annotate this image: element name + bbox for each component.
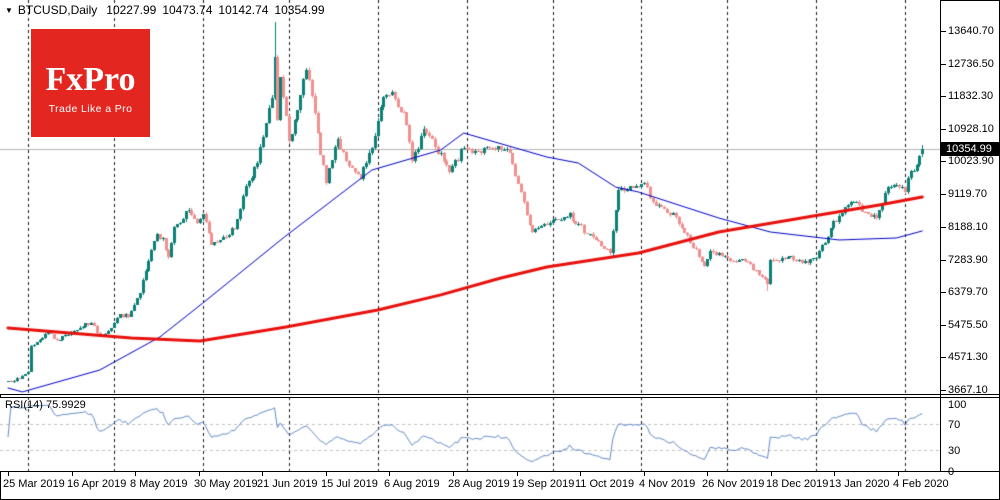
price-axis-label: 6379.70 [948,286,988,298]
price-axis-label: 13640.70 [948,25,994,37]
ohlc-close: 10354.99 [274,3,325,17]
time-tick [135,472,136,476]
time-axis-label: 25 Mar 2019 [3,478,65,490]
fxpro-logo: FxPro Trade Like a Pro [31,29,150,137]
ohlc-low: 10142.74 [218,3,269,17]
rsi-pane-bottom-border [0,471,1000,472]
price-tick [941,194,946,195]
time-tick [834,472,835,476]
price-tick [941,390,946,391]
rsi-indicator-canvas[interactable] [0,397,940,471]
time-axis-label: 21 Jun 2019 [257,478,318,490]
rsi-axis-label: 70 [948,419,961,431]
time-axis-label: 8 May 2019 [130,478,188,490]
price-axis-label: 10928.10 [948,123,994,135]
time-axis-label: 30 May 2019 [194,478,258,490]
time-axis-label: 18 Dec 2019 [766,478,829,490]
ohlc-open: 10227.99 [106,3,157,17]
price-tick [941,260,946,261]
current-price-tag: 10354.99 [941,142,999,156]
price-axis-label: 7283.90 [948,254,988,266]
rsi-axis-label: 0 [948,466,955,478]
time-tick [644,472,645,476]
time-axis-label: 4 Nov 2019 [639,478,696,490]
ohlc-high: 10473.74 [162,3,213,17]
chart-title: ▼ BTCUSD,Daily 10227.99 10473.74 10142.74 103… [5,3,331,17]
price-tick [941,227,946,228]
price-axis-label: 11832.30 [948,90,994,102]
time-axis-label: 16 Apr 2019 [67,478,127,490]
time-tick [771,472,772,476]
price-axis-label: 3667.10 [948,384,988,396]
price-tick [941,64,946,65]
price-tick [941,292,946,293]
time-tick [262,472,263,476]
fxpro-logo-brand-text: FxPro [45,61,136,98]
time-axis-label: 28 Aug 2019 [448,478,510,490]
rsi-axis-label: 30 [948,445,961,457]
time-axis-label: 11 Oct 2019 [575,478,635,490]
time-tick [707,472,708,476]
time-axis-label: 26 Nov 2019 [702,478,765,490]
time-tick [389,472,390,476]
time-tick [580,472,581,476]
symbol-timeframe-label: BTCUSD,Daily [17,3,98,17]
time-tick [898,472,899,476]
rsi-value: 75.9929 [45,399,86,411]
time-axis-label: 13 Jan 2020 [829,478,890,490]
price-axis-border [940,0,941,472]
time-tick [199,472,200,476]
price-tick [941,161,946,162]
time-tick [72,472,73,476]
rsi-pane-top-border [0,397,1000,398]
time-axis-label: 4 Feb 2020 [893,478,949,490]
price-tick [941,96,946,97]
price-axis-label: 10023.90 [948,155,994,167]
price-axis-label: 4571.30 [948,351,988,363]
time-axis-label: 19 Sep 2019 [512,478,575,490]
price-axis-label: 8188.10 [948,221,988,233]
symbol-dropdown-icon[interactable]: ▼ [5,6,13,15]
price-tick [941,357,946,358]
time-tick [453,472,454,476]
pane-separator[interactable] [0,394,1000,395]
price-axis-label: 12736.50 [948,58,994,70]
price-tick [941,31,946,32]
price-chart-canvas[interactable] [0,0,940,394]
time-tick [517,472,518,476]
time-tick [326,472,327,476]
fxpro-logo-tagline: Trade Like a Pro [48,103,133,115]
price-axis-label: 9119.70 [948,188,987,200]
rsi-indicator-label: RSI(14) 75.9929 [5,399,86,411]
time-axis-label: 15 Jul 2019 [321,478,378,490]
time-axis-label: 6 Aug 2019 [384,478,440,490]
rsi-axis-label: 100 [948,399,967,411]
price-axis-label: 5475.50 [948,319,988,331]
price-tick [941,129,946,130]
price-tick [941,325,946,326]
time-tick [8,472,9,476]
rsi-name: RSI(14) [5,399,43,411]
